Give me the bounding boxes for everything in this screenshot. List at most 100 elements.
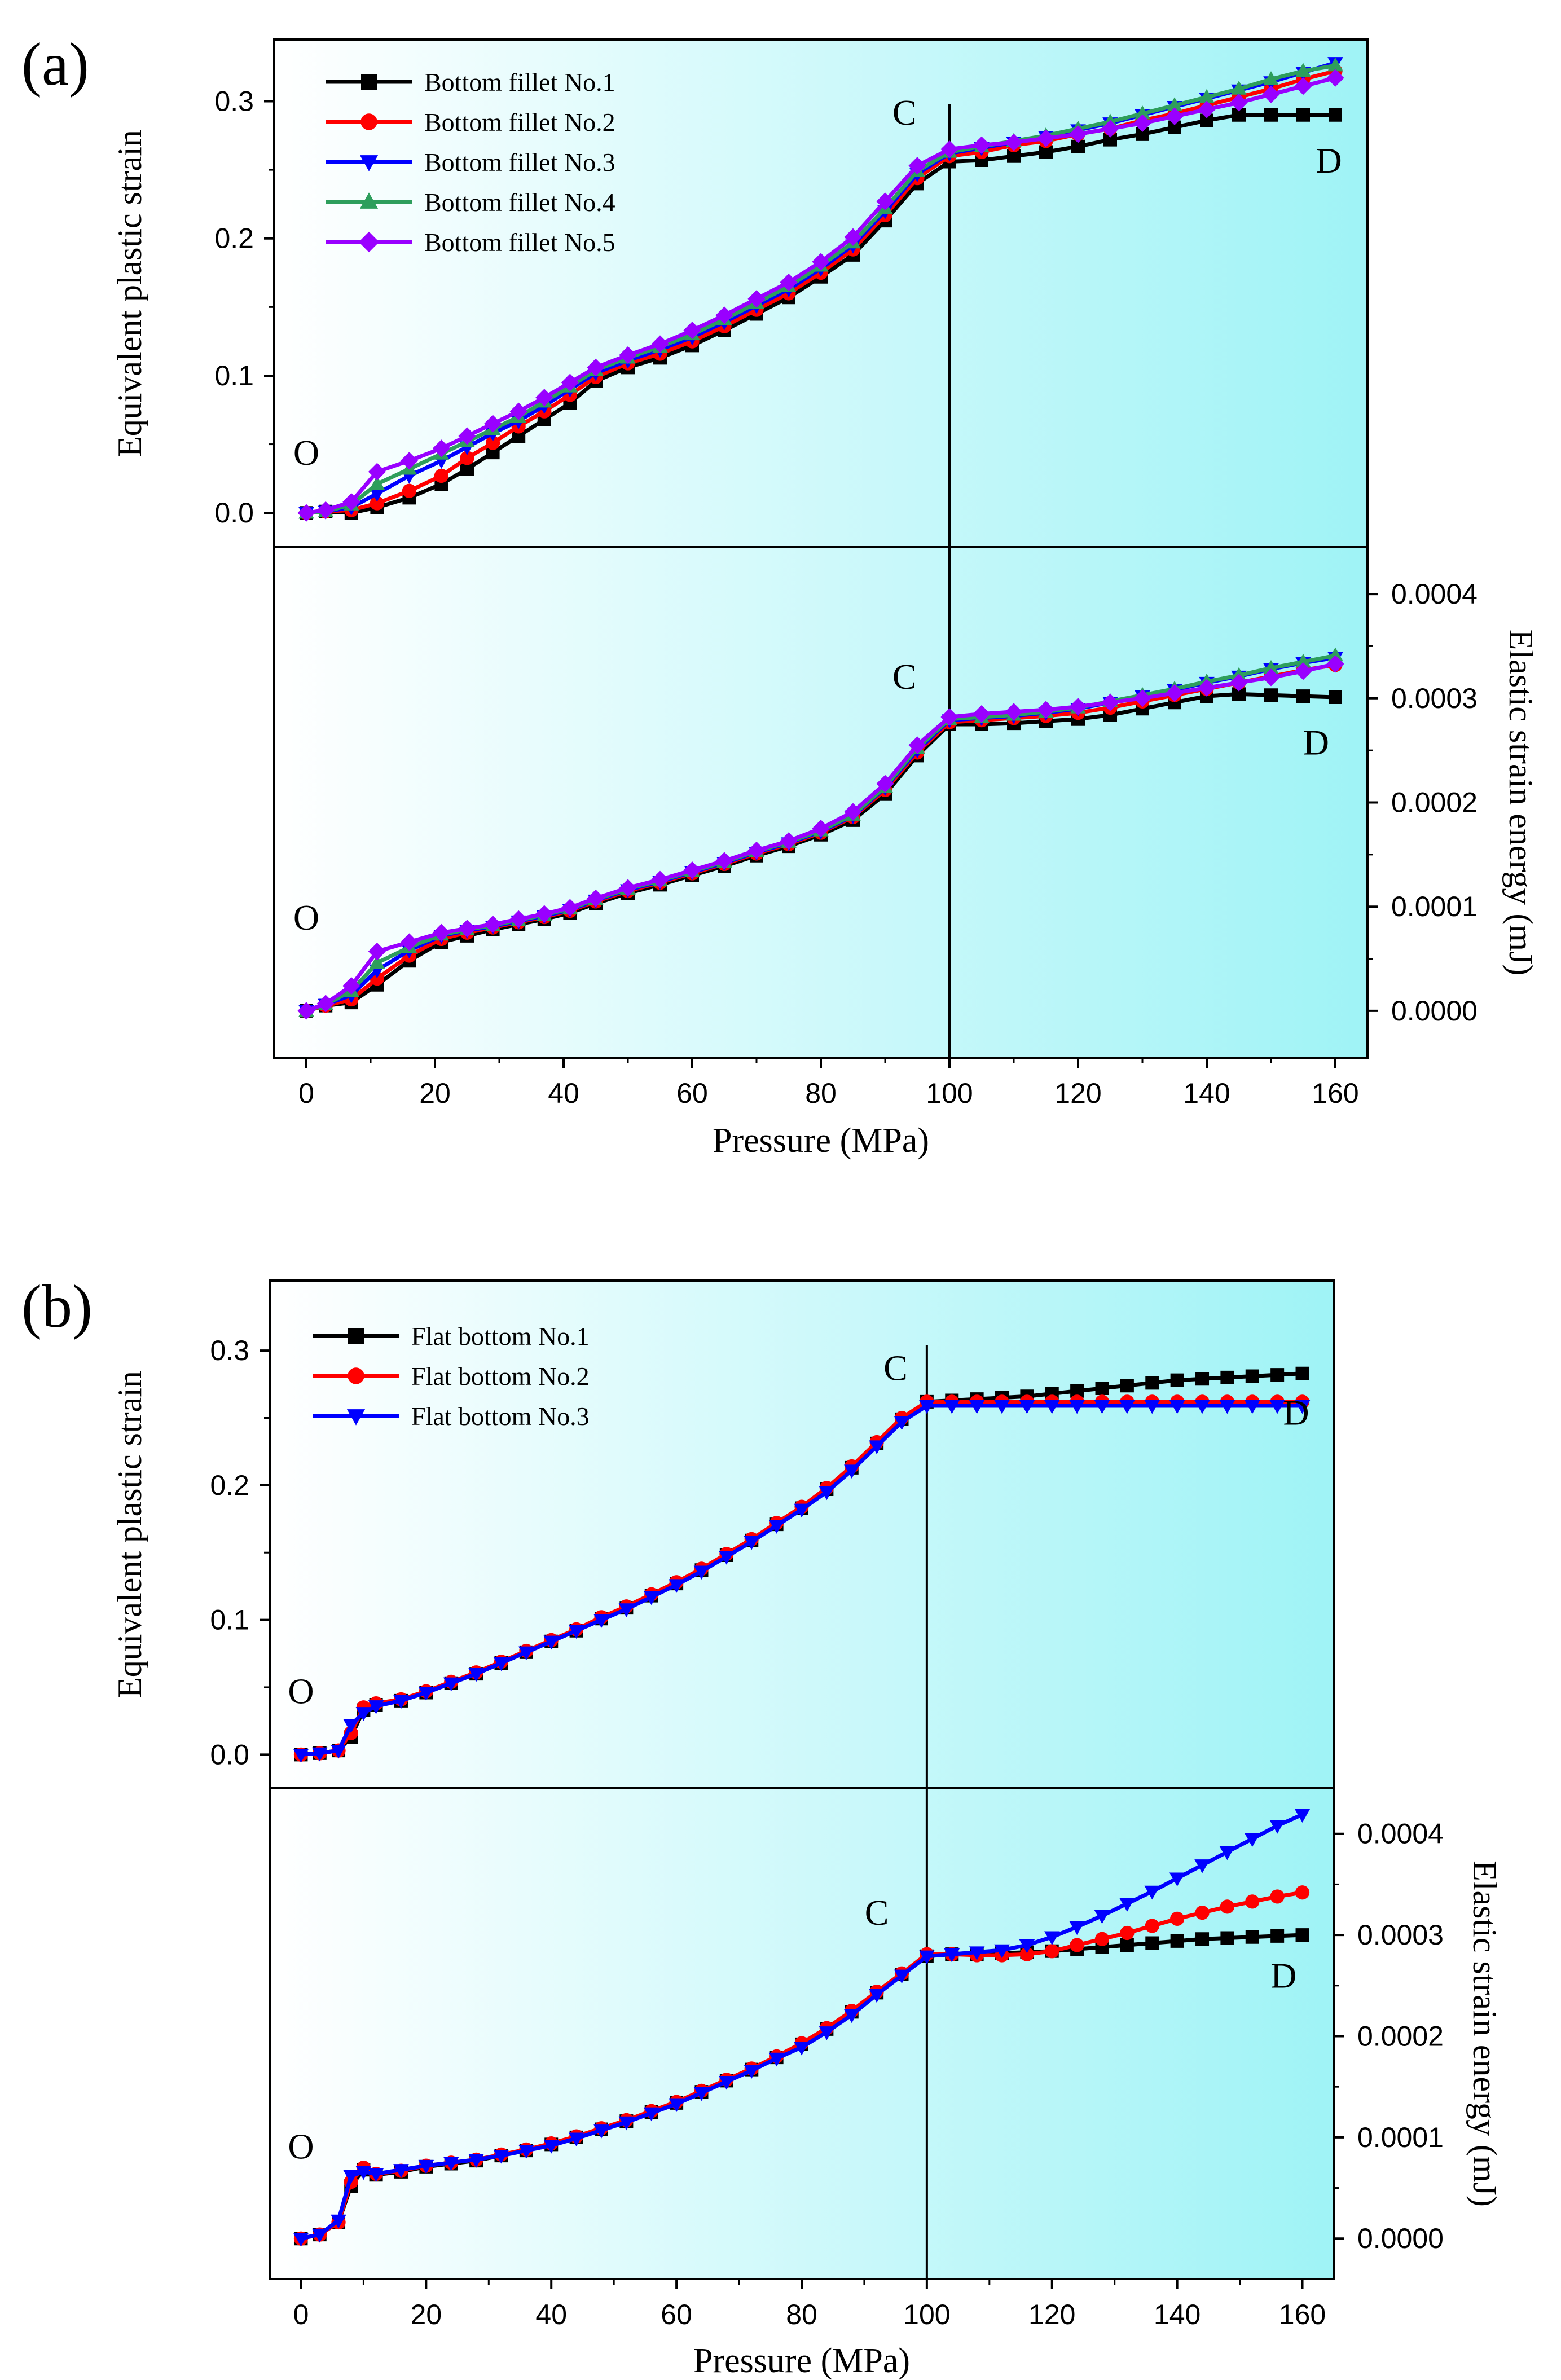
top-data-point (819, 1486, 835, 1501)
top-data-point (1094, 1400, 1110, 1414)
top-data-point (368, 1700, 384, 1714)
bottom-data-point (812, 820, 830, 838)
x-tick-label: 140 (1183, 1077, 1230, 1109)
bottom-data-point (747, 841, 766, 860)
bottom-y-tick-label: 0.0003 (1391, 683, 1478, 714)
top-data-point (1295, 63, 1311, 77)
bottom-data-point (468, 2154, 484, 2168)
bottom-y-tick-label: 0.0001 (1391, 891, 1478, 922)
legend-item: Bottom fillet No.2 (326, 108, 615, 137)
top-data-point (618, 1603, 635, 1617)
bottom-data-point (780, 832, 798, 850)
bottom-annotation-o: O (293, 898, 319, 938)
legend-item: Bottom fillet No.4 (326, 188, 615, 217)
top-data-point (369, 487, 385, 502)
top-y-tick-label: 0.2 (214, 223, 254, 254)
top-data-point (342, 493, 360, 511)
top-data-point (509, 402, 527, 420)
top-data-point (1168, 120, 1181, 134)
legend-item: Flat bottom No.2 (313, 1362, 590, 1391)
bottom-data-point (619, 879, 637, 897)
bottom-data-point (1245, 1930, 1259, 1944)
bottom-data-point (1101, 693, 1119, 711)
top-data-point (1294, 77, 1312, 95)
x-tick-label: 100 (903, 2299, 950, 2330)
bottom-data-point (458, 920, 476, 938)
legend-item: Bottom fillet No.3 (326, 148, 615, 177)
bottom-data-point (587, 889, 605, 908)
legend: Flat bottom No.1 Flat bottom No.2 Flat bot… (313, 1322, 590, 1431)
bottom-data-point (1170, 1934, 1184, 1948)
bottom-data-point (342, 976, 360, 995)
bottom-y-axis-label: Elastic strain energy (mJ) (1466, 1860, 1503, 2207)
bottom-data-point (1044, 1931, 1060, 1946)
bottom-data-point (1166, 684, 1184, 702)
top-data-point (1169, 1400, 1185, 1414)
top-data-point (370, 496, 385, 511)
bottom-data-point (794, 2042, 810, 2056)
top-data-point (669, 1579, 684, 1593)
bottom-series-5 (297, 655, 1344, 1020)
top-data-point (994, 1400, 1010, 1414)
bottom-annotation-d: D (1303, 723, 1329, 763)
top-data-point (443, 1677, 459, 1692)
x-tick-label: 60 (676, 1077, 708, 1109)
bottom-data-point (768, 2052, 785, 2067)
top-data-point (1170, 1373, 1184, 1387)
bottom-data-point (331, 2214, 346, 2229)
bottom-data-point (618, 2116, 635, 2131)
bottom-data-point (693, 2087, 710, 2101)
legend-marker (359, 192, 379, 209)
bottom-data-point (1045, 1944, 1059, 1959)
panel-a-label: (a) (21, 31, 89, 98)
top-data-point (1219, 1400, 1235, 1414)
top-data-point (1167, 97, 1182, 111)
top-data-point (1133, 114, 1151, 132)
bottom-data-point (1145, 1936, 1159, 1950)
bottom-data-point (919, 1950, 935, 1965)
bottom-data-point (869, 1989, 885, 2003)
top-y-tick-label: 0.2 (210, 1470, 249, 1501)
top-data-point (919, 1400, 935, 1414)
top-data-point (747, 290, 766, 308)
top-data-point (1199, 89, 1215, 103)
bottom-data-point (994, 1944, 1010, 1959)
top-y-tick-label: 0.1 (214, 360, 254, 391)
top-plot-background (270, 1281, 1334, 1788)
bottom-data-point (1094, 1910, 1110, 1924)
bottom-data-point (651, 870, 669, 888)
top-data-point (768, 1520, 785, 1534)
x-tick-label: 120 (1054, 1077, 1101, 1109)
bottom-y-tick-label: 0.0002 (1357, 2020, 1444, 2052)
top-subplot: 0.0 0.1 0.2 0.3 Equivalent plastic strain O C D (111, 1279, 1335, 1789)
bottom-data-point (643, 2107, 659, 2122)
bottom-data-point (400, 933, 418, 951)
bottom-data-point (1005, 703, 1023, 721)
bottom-data-point (418, 2159, 434, 2174)
top-data-point (1231, 81, 1247, 95)
bottom-annotation-c: C (892, 657, 917, 697)
bottom-y-tick-label: 0.0004 (1391, 578, 1478, 610)
legend-marker (346, 1409, 366, 1426)
x-tick-label: 20 (411, 2299, 442, 2330)
top-data-point (843, 1464, 860, 1479)
bottom-y-tick-label: 0.0000 (1391, 995, 1478, 1027)
top-y-tick-label: 0.1 (210, 1604, 249, 1636)
top-data-point (1044, 1400, 1060, 1414)
bottom-data-point (1195, 1906, 1210, 1920)
x-tick-label: 140 (1154, 2299, 1201, 2330)
legend-label: Bottom fillet No.4 (424, 188, 615, 217)
top-data-point (311, 1747, 328, 1762)
top-data-point (794, 1503, 810, 1518)
bottom-data-point (1194, 1859, 1210, 1873)
top-data-point (1195, 1372, 1210, 1386)
x-tick-label: 160 (1312, 1077, 1358, 1109)
legend-marker (359, 155, 379, 171)
top-annotation-o: O (293, 433, 319, 473)
bottom-data-point (518, 2144, 534, 2159)
x-tick-label: 40 (548, 1077, 579, 1109)
top-data-point (651, 335, 669, 353)
x-tick-label: 120 (1028, 2299, 1075, 2330)
top-data-point (1263, 71, 1279, 85)
bottom-data-point (535, 905, 553, 923)
